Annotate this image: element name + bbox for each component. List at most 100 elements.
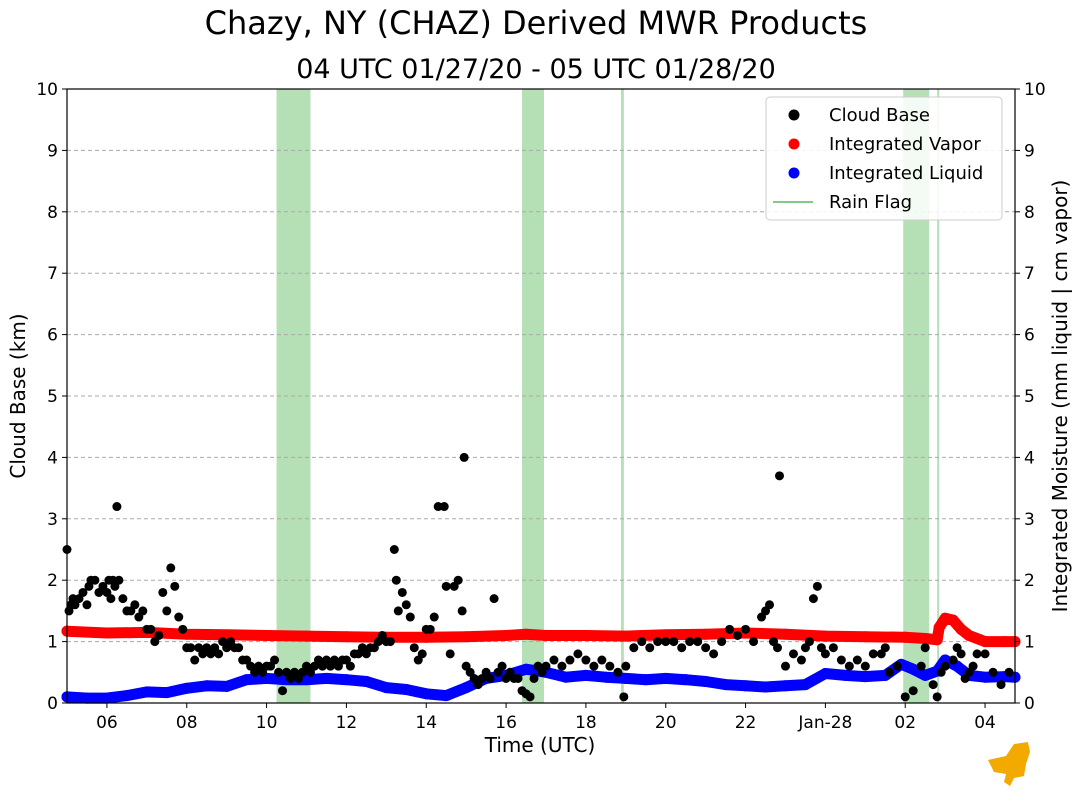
legend-label: Integrated Vapor [829, 134, 981, 155]
integrated-liquid-point [600, 671, 612, 683]
integrated-liquid-point [919, 669, 931, 681]
y-tick-label-right: 5 [1024, 387, 1035, 407]
cloud-base-point [549, 655, 559, 665]
cloud-base-point [773, 643, 783, 653]
chart-subtitle: 04 UTC 01/27/20 - 05 UTC 01/28/20 [296, 54, 776, 85]
cloud-base-point [178, 624, 188, 634]
integrated-liquid-point [181, 682, 193, 694]
integrated-vapor-point [947, 614, 959, 626]
y-tick-label-left: 9 [47, 141, 58, 161]
y-tick-label-left: 5 [47, 387, 58, 407]
cloud-base-point [278, 686, 288, 696]
cloud-base-point [154, 630, 164, 640]
integrated-liquid-point [420, 688, 432, 700]
y-tick-label-right: 3 [1024, 510, 1035, 530]
x-tick-label: 04 [974, 713, 996, 733]
y-axis-right-label: Integrated Moisture (mm liquid | cm vapo… [1048, 180, 1072, 613]
legend-box [765, 96, 1003, 221]
cloud-base-point [112, 502, 122, 512]
cloud-base-point [988, 667, 998, 677]
integrated-liquid-point [520, 663, 532, 675]
cloud-base-point [174, 612, 184, 622]
integrated-liquid-point [440, 690, 452, 702]
cloud-base-point [980, 649, 990, 659]
cloud-base-point [529, 673, 539, 683]
cloud-base-point [828, 643, 838, 653]
integrated-liquid-point [700, 676, 712, 688]
cloud-base-point [836, 655, 846, 665]
y-tick-label-right: 1 [1024, 633, 1035, 653]
cloud-base-point [589, 661, 599, 671]
cloud-base-point [597, 655, 607, 665]
y-tick-label-right: 2 [1024, 571, 1035, 591]
integrated-vapor-point [460, 631, 472, 643]
cloud-base-point [788, 649, 798, 659]
cloud-base-point [417, 649, 427, 659]
integrated-vapor-point [899, 631, 911, 643]
integrated-liquid-point [141, 686, 153, 698]
cloud-base-point [812, 581, 822, 591]
cloud-base-point [78, 587, 88, 597]
integrated-vapor-point [779, 628, 791, 640]
integrated-liquid-point [680, 674, 692, 686]
cloud-base-point [130, 600, 140, 610]
y-tick-label-left: 4 [47, 448, 58, 468]
cloud-base-point [796, 655, 806, 665]
cloud-base-point [629, 643, 639, 653]
y-tick-label-right: 8 [1024, 203, 1035, 223]
integrated-vapor-point [261, 629, 273, 641]
x-axis-label: Time (UTC) [484, 733, 596, 757]
cloud-base-point [186, 643, 196, 653]
nys-mesonet-logo [988, 742, 1030, 786]
integrated-vapor-point [340, 631, 352, 643]
cloud-base-point [565, 655, 575, 665]
integrated-vapor-series [61, 612, 1021, 648]
integrated-liquid-point [760, 681, 772, 693]
integrated-liquid-point [740, 680, 752, 692]
cloud-base-point [389, 545, 399, 554]
integrated-liquid-point [400, 683, 412, 695]
y-tick-label-left: 0 [47, 694, 58, 714]
cloud-base-point [409, 643, 419, 653]
integrated-vapor-point [540, 629, 552, 641]
integrated-liquid-point [81, 692, 93, 704]
cloud-base-point [940, 661, 950, 671]
integrated-vapor-point [859, 631, 871, 643]
cloud-base-point [489, 594, 499, 604]
cloud-base-point [661, 637, 671, 647]
legend-label: Integrated Liquid [829, 163, 983, 184]
y-tick-label-left: 7 [47, 264, 58, 284]
cloud-base-point [920, 643, 930, 653]
cloud-base-point [868, 649, 878, 659]
cloud-base-point [541, 661, 551, 671]
legend-marker-dot [788, 138, 800, 150]
integrated-liquid-series [61, 654, 1021, 704]
integrated-liquid-point [560, 671, 572, 683]
y-tick-label-right: 7 [1024, 264, 1035, 284]
integrated-liquid-point [221, 680, 233, 692]
y-tick-label-right: 0 [1024, 694, 1035, 714]
cloud-base-point [709, 649, 719, 659]
cloud-base-point [274, 667, 284, 677]
integrated-vapor-point [979, 636, 991, 648]
y-tick-label-left: 10 [36, 80, 58, 100]
cloud-base-point [820, 649, 830, 659]
integrated-vapor-point [300, 630, 312, 642]
x-tick-label: 18 [575, 713, 597, 733]
integrated-liquid-point [380, 682, 392, 694]
cloud-base-point [234, 643, 244, 653]
y-tick-label-left: 2 [47, 571, 58, 591]
cloud-base-point [90, 575, 100, 585]
cloud-base-point [118, 594, 128, 604]
cloud-base-point [405, 612, 415, 622]
cloud-base-point [693, 637, 703, 647]
integrated-liquid-point [979, 671, 991, 683]
cloud-base-point [441, 581, 451, 591]
integrated-vapor-point [931, 634, 943, 646]
cloud-base-point [972, 649, 982, 659]
integrated-vapor-point [520, 628, 532, 640]
cloud-base-point [162, 606, 172, 616]
cloud-base-point [884, 667, 894, 677]
integrated-liquid-point [300, 674, 312, 686]
legend-marker-dot [788, 167, 800, 179]
